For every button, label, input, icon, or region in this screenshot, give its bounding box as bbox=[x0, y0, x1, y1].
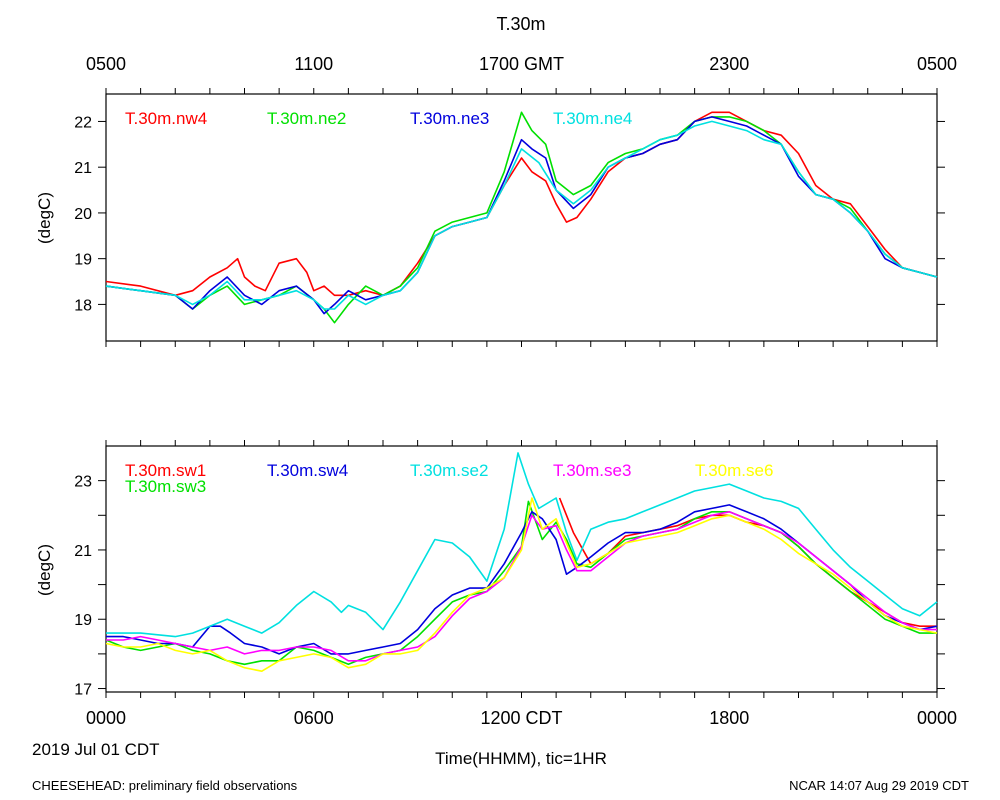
legend-label: T.30m.ne2 bbox=[267, 109, 346, 128]
series-line-t-30m-ne4 bbox=[105, 120, 938, 310]
date-label: 2019 Jul 01 CDT bbox=[32, 740, 160, 759]
series-line-t-30m-ne3 bbox=[105, 116, 938, 315]
bottom-axis-tick-label: 0000 bbox=[86, 708, 126, 728]
series-line-t-30m-se3 bbox=[106, 510, 937, 662]
top-ticks: 18 19 20 21 22 0500 1100 1700 GMT 2300 0500 bbox=[74, 54, 957, 347]
series-line-t-30m-sw4 bbox=[106, 504, 938, 655]
top-plot-frame bbox=[105, 93, 938, 342]
y-tick-label: 19 bbox=[74, 612, 92, 629]
legend-label: T.30m.nw4 bbox=[125, 109, 207, 128]
top-axis-tick-label: 1100 bbox=[294, 54, 333, 74]
y-tick-label: 21 bbox=[74, 543, 92, 560]
bottom-axis-tick-label: 1200 CDT bbox=[480, 708, 562, 728]
bottom-plot-frame bbox=[105, 445, 938, 693]
series-line-t-30m-sw1 bbox=[558, 497, 937, 628]
series-line-t-30m-se6 bbox=[105, 497, 938, 673]
top-ylabel: (degC) bbox=[35, 192, 54, 244]
top-axis-tick-label: 2300 bbox=[709, 54, 749, 74]
bottom-ticks: 17 19 21 23 0000 0600 1200 CDT 1800 0000 bbox=[74, 440, 957, 728]
bottom-ylabel: (degC) bbox=[35, 544, 54, 596]
top-series-lines bbox=[105, 111, 938, 324]
figure-title: T.30m bbox=[496, 14, 545, 34]
y-tick-label: 17 bbox=[74, 682, 92, 699]
series-line-t-30m-se2 bbox=[106, 452, 938, 638]
y-tick-label: 21 bbox=[74, 160, 92, 177]
series-line-t-30m-ne2 bbox=[105, 111, 938, 324]
x-axis-label: Time(HHMM), tic=1HR bbox=[435, 749, 607, 768]
legend-label: T.30m.se6 bbox=[695, 461, 773, 480]
top-legend: T.30m.nw4 T.30m.ne2 T.30m.ne3 T.30m.ne4 bbox=[125, 109, 632, 128]
top-panel: 18 19 20 21 22 0500 1100 1700 GMT 2300 0500 (degC… bbox=[35, 54, 957, 347]
series-line-t-30m-sw3 bbox=[105, 500, 937, 666]
legend-label: T.30m.sw3 bbox=[125, 477, 206, 496]
footer-right: NCAR 14:07 Aug 29 2019 CDT bbox=[789, 778, 969, 793]
bottom-axis-tick-label: 0000 bbox=[917, 708, 957, 728]
top-axis-tick-label: 0500 bbox=[917, 54, 957, 74]
top-axis-tick-label: 1700 GMT bbox=[479, 54, 564, 74]
y-tick-label: 20 bbox=[74, 206, 92, 223]
y-tick-label: 18 bbox=[74, 297, 92, 314]
legend-label: T.30m.ne3 bbox=[410, 109, 489, 128]
bottom-axis-tick-label: 1800 bbox=[709, 708, 749, 728]
footer-left: CHEESEHEAD: preliminary field observatio… bbox=[32, 778, 298, 793]
legend-label: T.30m.se3 bbox=[553, 461, 631, 480]
legend-label: T.30m.sw1 bbox=[125, 461, 206, 480]
y-tick-label: 23 bbox=[74, 474, 92, 491]
legend-label: T.30m.se2 bbox=[410, 461, 488, 480]
series-line-t-30m-nw4 bbox=[105, 111, 938, 297]
y-tick-label: 22 bbox=[74, 114, 92, 131]
bottom-axis-tick-label: 0600 bbox=[294, 708, 334, 728]
bottom-series-lines bbox=[105, 452, 938, 673]
top-axis-tick-label: 0500 bbox=[86, 54, 126, 74]
legend-label: T.30m.ne4 bbox=[553, 109, 632, 128]
legend-label: T.30m.sw4 bbox=[267, 461, 348, 480]
y-tick-label: 19 bbox=[74, 252, 92, 269]
